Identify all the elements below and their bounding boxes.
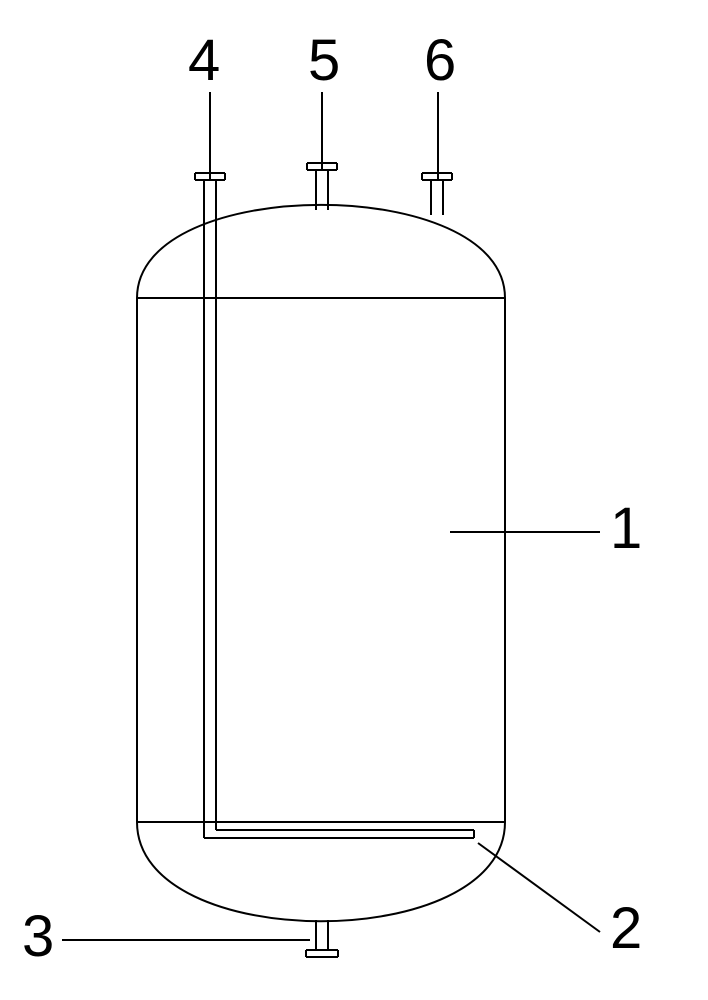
label-1: 1 — [610, 500, 642, 558]
label-4: 4 — [188, 32, 220, 90]
label-5: 5 — [308, 32, 340, 90]
label-2: 2 — [610, 900, 642, 958]
diagram-svg — [0, 0, 708, 1000]
diagram-root: { "canvas": { "w": 708, "h": 1000, "bg":… — [0, 0, 708, 1000]
label-3: 3 — [22, 908, 54, 966]
label-6: 6 — [424, 32, 456, 90]
